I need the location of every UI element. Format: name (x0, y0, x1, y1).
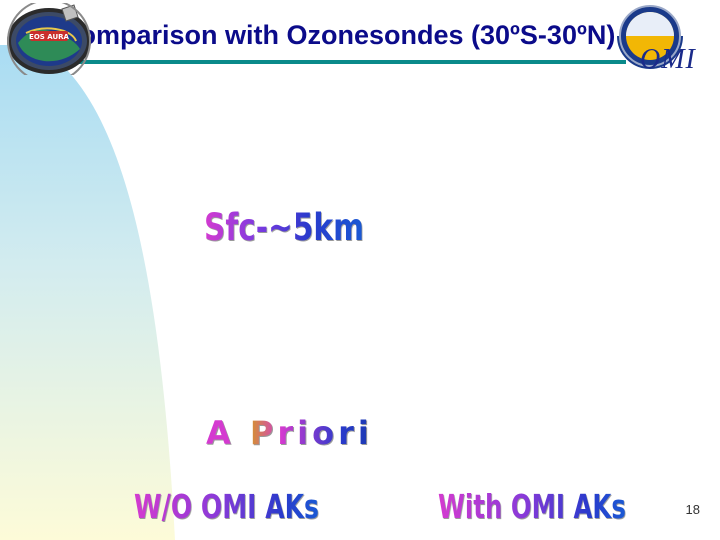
omi-logo (617, 5, 683, 69)
eos-logo-text: EOS AURA (29, 33, 69, 41)
page-number: 18 (685, 502, 700, 517)
with-aks-label: With OMI AKs (438, 487, 626, 526)
surface-layer-label: Sfc-~5km (204, 206, 364, 249)
a-priori-label: A Priori (206, 414, 373, 452)
eos-aura-logo: EOS AURA (7, 3, 91, 75)
omi-logo-text: OMI (640, 44, 696, 75)
title-underline (64, 60, 626, 64)
without-aks-label: W/O OMI AKs (134, 487, 320, 526)
slide-title: Comparison with Ozonesondes (30ºS-30ºN) (60, 20, 616, 50)
